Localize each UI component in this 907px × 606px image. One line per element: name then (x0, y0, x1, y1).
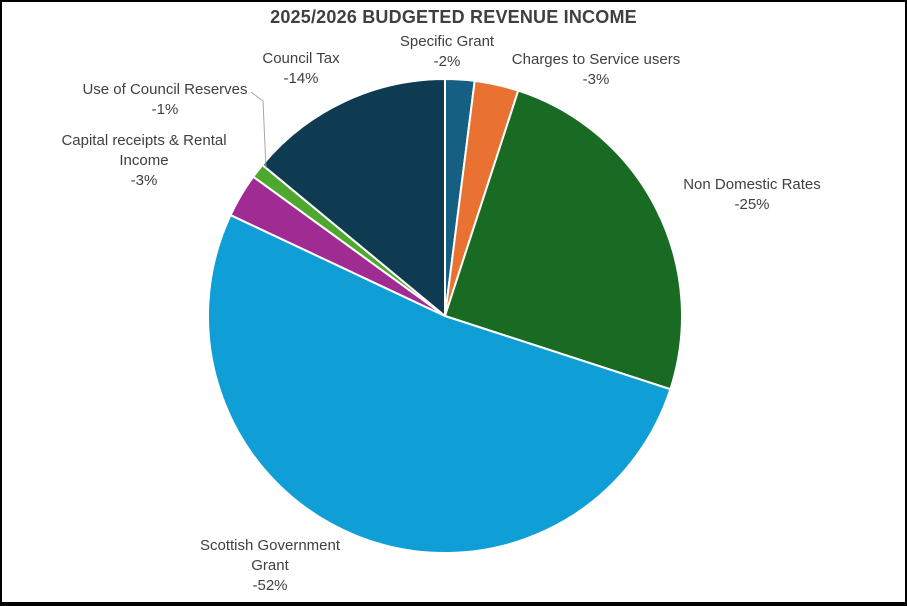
slice-percent-text: -52% (252, 577, 288, 594)
slice-label-non-domestic-rates: Non Domestic Rates -25% (652, 175, 852, 215)
pie-slice-council-tax (261, 78, 446, 317)
slice-label-text: Charges to Service users (511, 51, 681, 68)
slice-label-specific-grant: Specific Grant -2% (367, 32, 527, 72)
pie-slice-scottish-government-grant (207, 214, 672, 554)
slice-label-text: Capital receipts & Rental Income (61, 132, 227, 169)
chart-title: 2025/2026 BUDGETED REVENUE INCOME (270, 7, 637, 27)
slice-label-scottish-government-grant: Scottish Government Grant -52% (186, 536, 354, 596)
slice-label-charges-to-service-users: Charges to Service users -3% (476, 50, 716, 90)
slice-percent-text: -25% (734, 196, 770, 213)
slice-percent-text: -14% (283, 70, 319, 87)
pie-slice-non-domestic-rates (444, 89, 684, 391)
slice-label-text: Council Tax (262, 50, 340, 67)
slice-percent-text: -2% (433, 53, 461, 70)
slice-label-text: Non Domestic Rates (683, 176, 821, 193)
slice-percent-text: -3% (130, 172, 158, 189)
slice-label-text: Use of Council Reserves (82, 81, 248, 98)
slice-percent-text: -1% (151, 101, 179, 118)
slice-label-capital-receipts-rental-income: Capital receipts & Rental Income -3% (50, 131, 238, 191)
leader-line-use-of-council-reserves (250, 91, 267, 169)
slice-label-use-of-council-reserves: Use of Council Reserves -1% (40, 80, 290, 120)
slice-label-council-tax: Council Tax -14% (231, 49, 371, 89)
slice-label-text: Scottish Government Grant (199, 537, 341, 574)
slice-label-text: Specific Grant (399, 33, 495, 50)
slice-percent-text: -3% (582, 71, 610, 88)
